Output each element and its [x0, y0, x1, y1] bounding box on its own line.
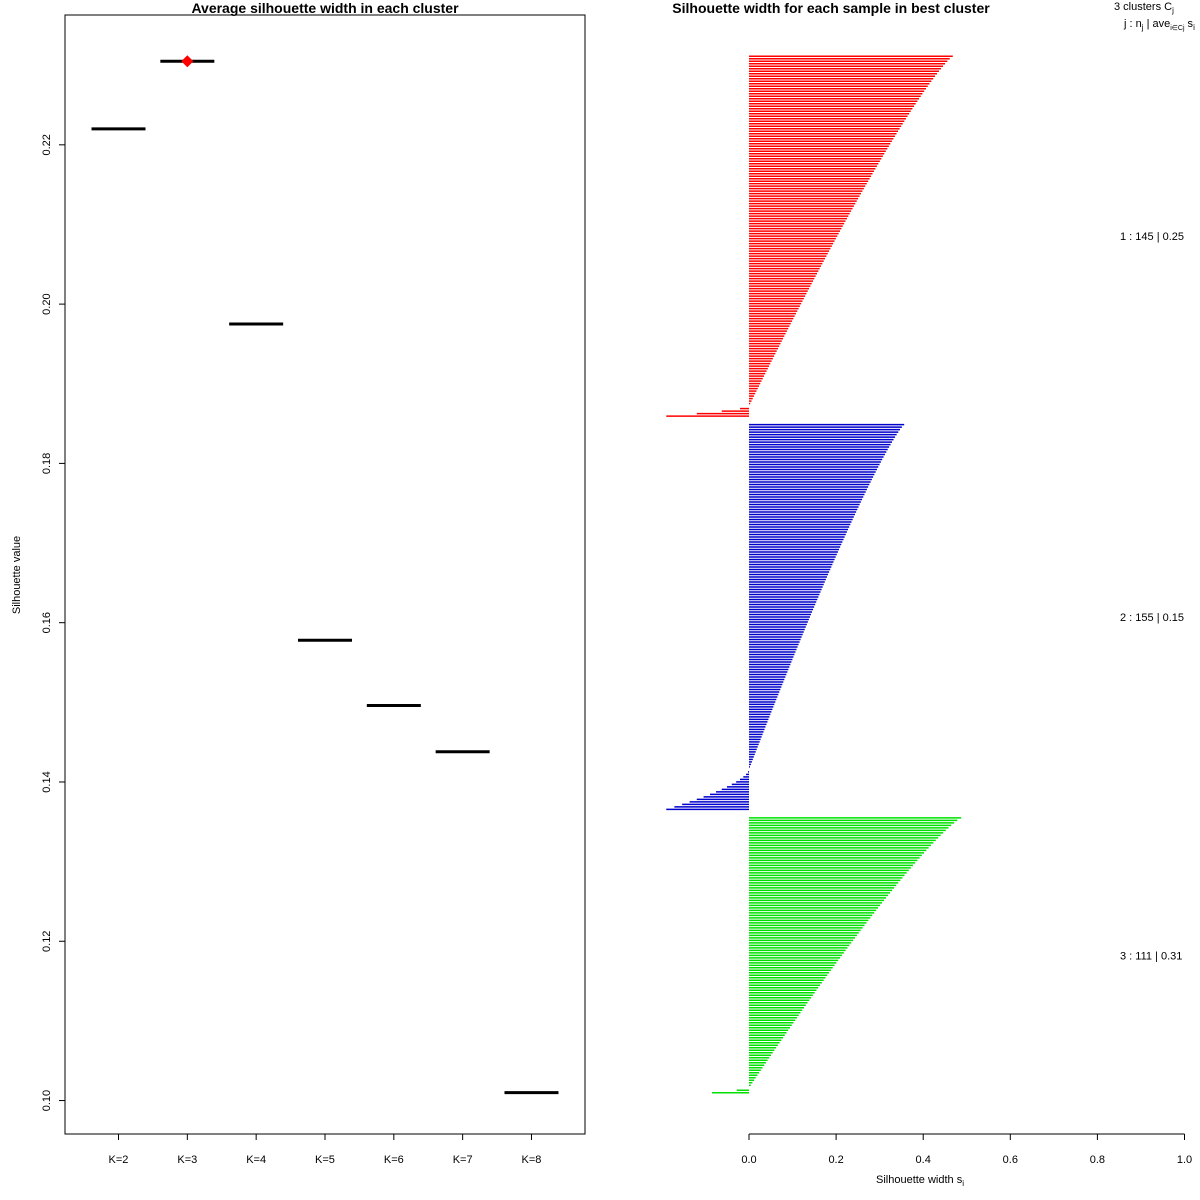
- cluster-1-bars: [666, 55, 953, 417]
- right-x-axis-label: Silhouette width si: [876, 1174, 964, 1188]
- left-y-tick-label: 0.10: [41, 1090, 53, 1111]
- left-x-tick-label: K=3: [177, 1154, 197, 1166]
- left-chart-title: Average silhouette width in each cluster: [191, 0, 459, 16]
- left-y-tick-label: 0.16: [41, 612, 53, 633]
- left-x-tick-label: K=7: [453, 1154, 473, 1166]
- right-x-tick-label: 0.0: [741, 1154, 756, 1166]
- right-x-tick-label: 0.4: [916, 1154, 931, 1166]
- right-panel: Silhouette width for each sample in best…: [666, 0, 1195, 1188]
- right-x-tick-label: 1.0: [1177, 1154, 1192, 1166]
- left-y-tick-label: 0.20: [41, 293, 53, 314]
- left-y-axis-label: Silhouette value: [11, 536, 23, 614]
- cluster-3-bars: [711, 817, 962, 1094]
- left-plot-frame: [64, 14, 586, 1135]
- left-x-tick-label: K=4: [246, 1154, 266, 1166]
- best-k-marker: [181, 55, 194, 68]
- left-y-tick-label: 0.22: [41, 134, 53, 155]
- left-y-tick-label: 0.12: [41, 931, 53, 952]
- right-x-axis: 0.0 0.2 0.4 0.6 0.8 1.0: [741, 1133, 1192, 1166]
- right-chart-title: Silhouette width for each sample in best…: [672, 0, 990, 16]
- left-panel: Average silhouette width in each cluster…: [11, 0, 586, 1166]
- legend-header-line1: 3 clusters Cj: [1114, 1, 1174, 15]
- left-y-tick-label: 0.18: [41, 453, 53, 474]
- left-x-tick-label: K=5: [315, 1154, 335, 1166]
- legend-row-cluster-2: 2 : 155 | 0.15: [1120, 612, 1184, 624]
- left-data-marks: [91, 55, 559, 1095]
- legend-header-line2: j : nj | avei∈Cj si: [1123, 18, 1195, 32]
- right-x-tick-label: 0.8: [1090, 1154, 1105, 1166]
- left-x-axis: K=2 K=3 K=4 K=5 K=6 K=7 K=8: [109, 1134, 542, 1166]
- left-x-tick-label: K=2: [109, 1154, 129, 1166]
- legend-rows: 1 : 145 | 0.25 2 : 155 | 0.15 3 : 111 | 0.…: [1120, 231, 1184, 962]
- right-x-tick-label: 0.2: [828, 1154, 843, 1166]
- left-x-tick-label: K=8: [522, 1154, 542, 1166]
- silhouette-bars: [666, 55, 962, 1094]
- left-y-axis: 0.10 0.12 0.14 0.16 0.18 0.20 0.22: [41, 134, 65, 1111]
- legend-row-cluster-3: 3 : 111 | 0.31: [1120, 950, 1182, 962]
- legend-row-cluster-1: 1 : 145 | 0.25: [1120, 231, 1184, 243]
- cluster-2-bars: [666, 423, 905, 811]
- right-x-tick-label: 0.6: [1003, 1154, 1018, 1166]
- cluster-legend: 3 clusters Cj j : nj | avei∈Cj si 1 : 14…: [1114, 1, 1195, 962]
- left-x-tick-label: K=6: [384, 1154, 404, 1166]
- left-y-tick-label: 0.14: [41, 771, 53, 792]
